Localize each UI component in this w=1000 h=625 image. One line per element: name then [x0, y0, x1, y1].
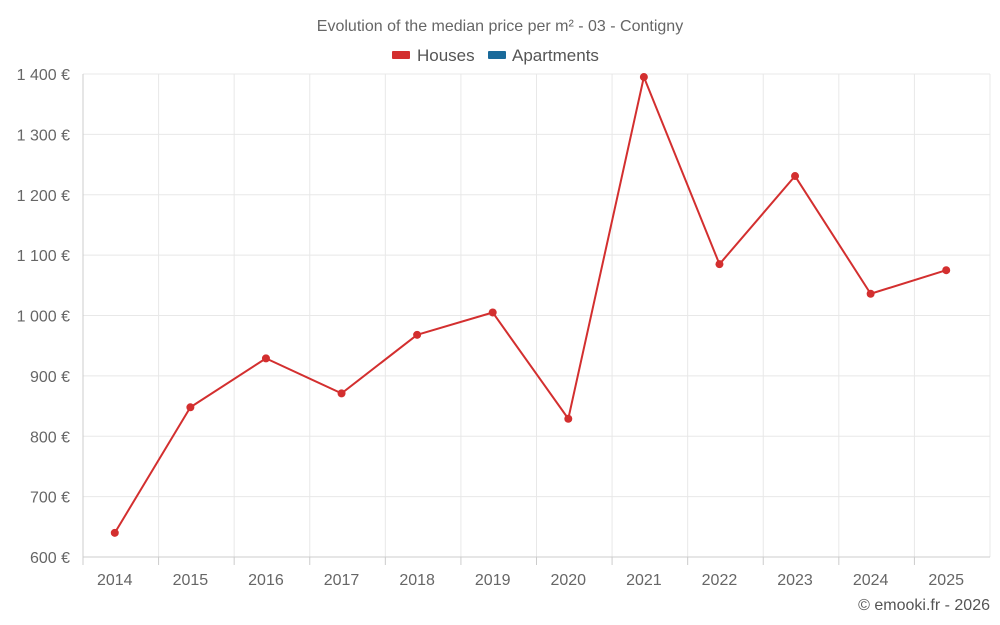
y-tick-label: 1 000 € — [17, 309, 70, 326]
y-tick-label: 900 € — [30, 369, 70, 386]
axes: 600 € 700 € 800 € 900 € 1 000 € 1 100 € 1 200 … — [17, 67, 990, 589]
x-tick-label: 2014 — [97, 572, 133, 589]
series-layer — [110, 73, 951, 537]
data-point — [564, 414, 573, 423]
data-point — [715, 260, 724, 269]
x-tick-label: 2023 — [777, 572, 813, 589]
data-point — [639, 73, 648, 82]
series-line-houses — [113, 76, 947, 534]
y-tick-label: 800 € — [30, 429, 70, 446]
data-point — [186, 403, 195, 412]
data-point — [110, 528, 119, 537]
legend-label-apartments: Apartments — [512, 46, 599, 65]
x-tick-label: 2019 — [475, 572, 511, 589]
y-tick-label: 1 300 € — [17, 127, 70, 144]
x-tick-label: 2018 — [399, 572, 435, 589]
x-tick-label: 2025 — [928, 572, 964, 589]
y-tick-label: 1 100 € — [17, 248, 70, 265]
data-point — [337, 389, 346, 398]
x-tick-label: 2022 — [702, 572, 738, 589]
legend-swatch-apartments — [488, 51, 506, 59]
legend: Houses Apartments — [392, 46, 599, 65]
x-tick-label: 2015 — [173, 572, 209, 589]
y-tick-label: 600 € — [30, 550, 70, 567]
y-tick-label: 1 400 € — [17, 67, 70, 84]
y-tick-label: 700 € — [30, 490, 70, 507]
grid — [83, 73, 991, 557]
data-point — [488, 308, 497, 317]
x-tick-label: 2017 — [324, 572, 360, 589]
data-point — [791, 172, 800, 181]
x-tick-label: 2020 — [550, 572, 586, 589]
data-point — [866, 289, 875, 298]
data-point — [413, 330, 422, 339]
x-tick-label: 2024 — [853, 572, 889, 589]
data-point — [261, 354, 270, 363]
data-point — [942, 266, 951, 275]
chart-title: Evolution of the median price per m² - 0… — [317, 18, 683, 35]
footer-credit: © emooki.fr - 2026 — [858, 597, 990, 614]
y-tick-label: 1 200 € — [17, 188, 70, 205]
x-tick-label: 2016 — [248, 572, 284, 589]
legend-label-houses: Houses — [417, 46, 475, 65]
legend-swatch-houses — [392, 51, 410, 59]
x-tick-label: 2021 — [626, 572, 662, 589]
